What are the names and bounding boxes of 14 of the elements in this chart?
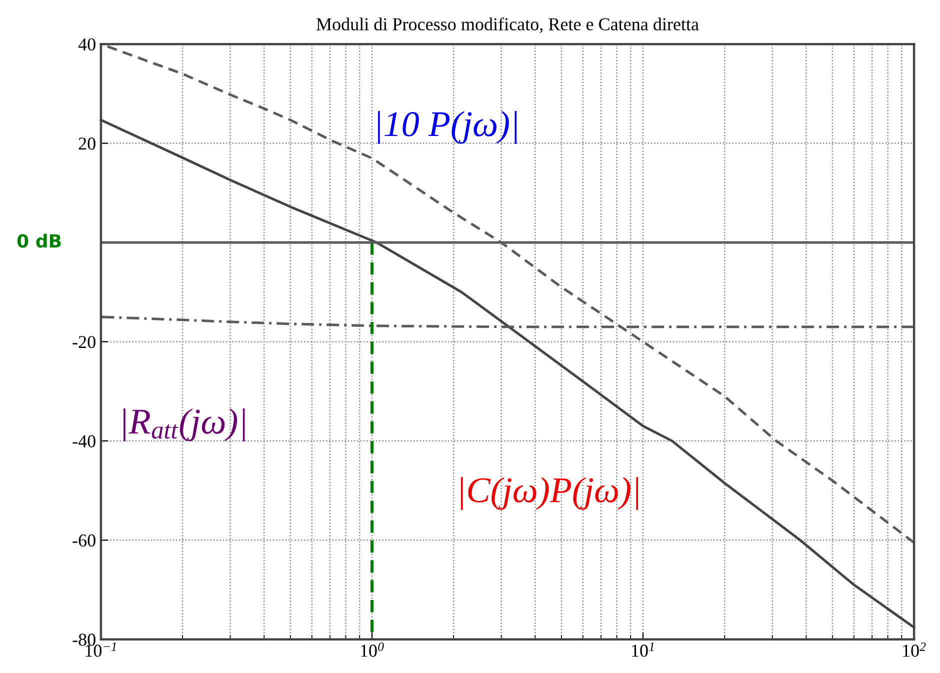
- y-tick-label: -40: [72, 435, 96, 448]
- annotation: |C(jω)P(jω)|: [460, 477, 638, 510]
- y-tick-label: -60: [72, 534, 96, 547]
- x-tick-label: 10$^{2}$: [903, 642, 926, 657]
- y-tick-label: -20: [72, 336, 96, 348]
- annotation: |10 P(jω)|: [378, 110, 517, 144]
- x-tick-label: 10$^{0}$: [361, 642, 384, 657]
- y-tick-label: 40: [78, 38, 96, 51]
- chart-title: Moduli di Processo modificato, Rete e Catena diretta: [316, 17, 699, 33]
- annotation: |R$_{att}$(jω)|: [124, 408, 245, 442]
- x-tick-label: 10$^{1}$: [632, 642, 654, 657]
- y-tick-label: 20: [78, 138, 96, 150]
- ref-line-label: 0 dB: [17, 234, 61, 248]
- y-tick-label: -80: [72, 634, 96, 646]
